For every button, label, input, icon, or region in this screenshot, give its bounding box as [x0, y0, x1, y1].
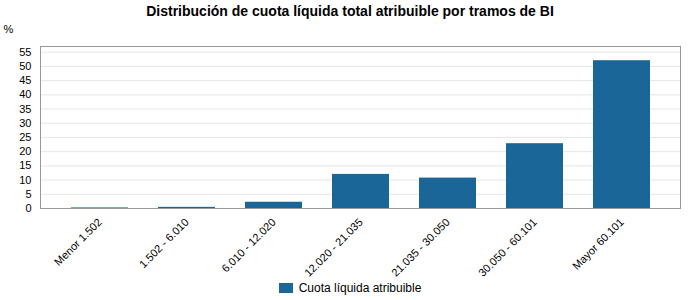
html-text:Distribución de cuota líquida: Distribución de cuota líquida total atri…: [146, 3, 554, 19]
svg-text:6.010 - 12.020: 6.010 - 12.020: [219, 216, 278, 275]
html-text:Cuota líquida atribuible: Cuota líquida atribuible: [298, 281, 422, 295]
svg-text:0: 0: [25, 202, 31, 214]
svg-text:5: 5: [25, 188, 31, 200]
svg-text:%: %: [4, 23, 14, 35]
svg-text:45: 45: [19, 74, 31, 86]
svg-text:1.502 - 6.010: 1.502 - 6.010: [137, 216, 191, 270]
svg-text:30: 30: [19, 117, 31, 129]
svg-text:10: 10: [19, 174, 31, 186]
svg-text:Menor 1.502: Menor 1.502: [52, 216, 104, 268]
svg-text:55: 55: [19, 46, 31, 58]
svg-text:12.020 - 21.035: 12.020 - 21.035: [302, 216, 365, 278]
svg-text:50: 50: [19, 60, 31, 72]
svg-text:25: 25: [19, 131, 31, 143]
svg-text:30.050 - 60.101: 30.050 - 60.101: [476, 216, 539, 278]
svg-text:40: 40: [19, 88, 31, 100]
svg-text:15: 15: [19, 159, 31, 171]
svg-text:35: 35: [19, 103, 31, 115]
svg-text:Mayor 60.101: Mayor 60.101: [570, 216, 626, 272]
svg-text:21.035 - 30.050: 21.035 - 30.050: [389, 216, 452, 278]
svg-text:20: 20: [19, 145, 31, 157]
